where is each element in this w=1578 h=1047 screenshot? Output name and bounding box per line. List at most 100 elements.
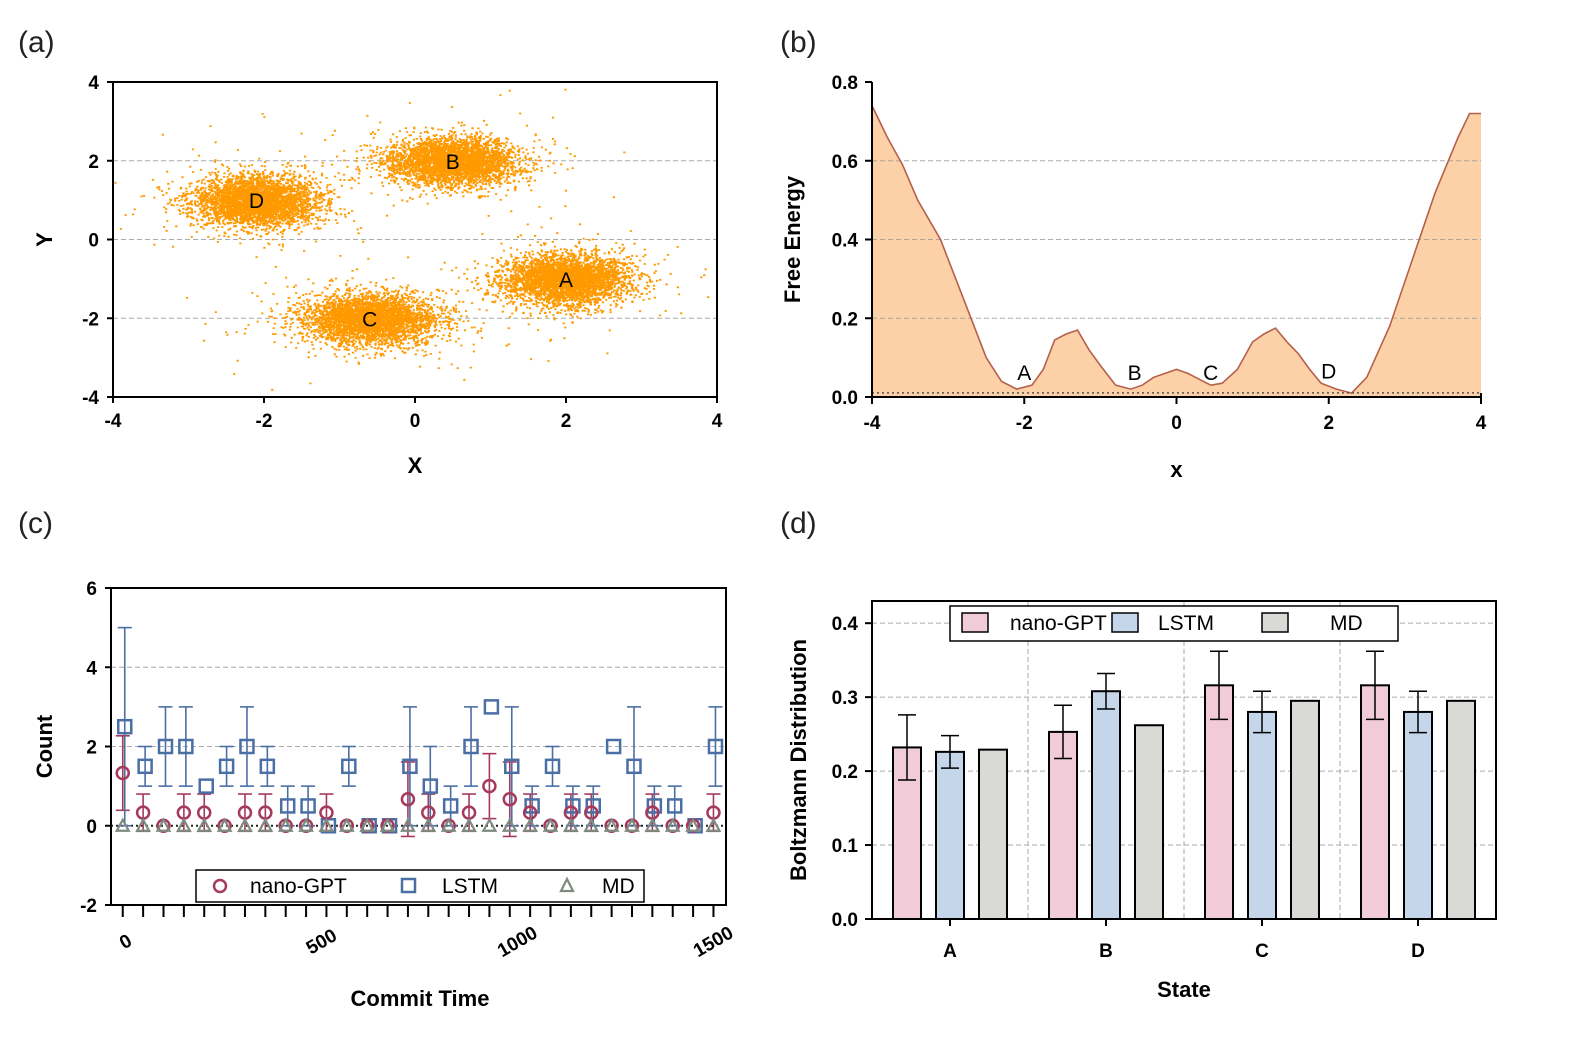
lstm-point-22 [565, 798, 581, 814]
md-point-21 [542, 817, 559, 832]
xtick-label-c-2: 1000 [494, 923, 541, 962]
ytick-label-d-2: 0.2 [832, 762, 858, 783]
scatter-points-a [114, 88, 710, 391]
ytick-label-c-4: 6 [86, 579, 97, 600]
legend-swatch-LSTM [1111, 612, 1139, 633]
lstm-point-7 [259, 758, 276, 775]
panel-label-b: (b) [780, 26, 817, 59]
lstm-point-25 [626, 758, 642, 775]
xtick-label-b-1: -2 [1016, 413, 1033, 434]
bar-LSTM-B [1091, 690, 1121, 921]
md-point-26 [644, 817, 661, 832]
xtick-label-a-2: 0 [410, 411, 421, 432]
x-axis-title-d: State [1157, 977, 1211, 1002]
lstm-point-8 [279, 798, 296, 814]
md-point-16 [440, 817, 457, 832]
legend-c: nano-GPT LSTM MD [195, 869, 645, 903]
nano-gpt-point-18 [482, 778, 497, 794]
md-point-3 [176, 817, 192, 832]
panel-label-c: (c) [18, 507, 53, 540]
legend-label-md: MD [602, 875, 635, 898]
md-point-11 [338, 817, 355, 832]
md-point-20 [522, 817, 538, 832]
legend-label-nano-gpt: nano-GPT [250, 875, 347, 898]
nano-gpt-point-14 [400, 791, 416, 807]
md-point-4 [196, 817, 213, 832]
lstm-point-6 [239, 738, 255, 755]
md-point-22 [563, 817, 579, 832]
lstm-point-18 [483, 699, 500, 715]
md-point-25 [624, 817, 640, 832]
md-point-13 [379, 817, 396, 832]
ytick-label-c-1: 0 [86, 817, 97, 838]
md-point-1 [135, 817, 151, 832]
bar-nano-GPT-B [1048, 730, 1078, 920]
nano-gpt-point-19 [502, 791, 518, 807]
legend-d: nano-GPT LSTM MD [949, 605, 1399, 642]
md-point-17 [461, 817, 477, 832]
y-axis-title-d: Boltzmann Distribution [786, 639, 811, 881]
md-point-24 [603, 817, 620, 832]
lstm-point-0 [117, 718, 133, 735]
lstm-point-2 [157, 738, 174, 755]
category-label-B: B [1099, 941, 1113, 962]
lstm-point-4 [198, 778, 214, 794]
legend-swatch-MD [1261, 612, 1289, 633]
lstm-point-23 [585, 798, 601, 814]
ytick-label-c-0: -2 [80, 896, 97, 917]
panel-label-d: (d) [780, 507, 817, 540]
category-label-C: C [1255, 941, 1269, 962]
y-axis-title-c: Count [32, 714, 57, 778]
lstm-point-1 [137, 758, 153, 775]
x-axis-title-c: Commit Time [351, 986, 490, 1011]
xtick-label-a-4: 4 [712, 411, 723, 432]
md-point-14 [400, 817, 416, 832]
bar-MD-C [1290, 699, 1320, 921]
bar-nano-GPT-D [1360, 684, 1390, 921]
cluster-label-D: D [249, 190, 264, 213]
ytick-label-d-4: 0.4 [832, 614, 859, 635]
legend-marker-nano-gpt [212, 878, 228, 894]
md-point-28 [685, 817, 701, 832]
lstm-point-29 [707, 738, 724, 755]
md-point-10 [318, 817, 335, 832]
bar-MD-A [978, 748, 1008, 920]
md-point-27 [664, 817, 681, 832]
panel-label-a: (a) [18, 26, 55, 59]
bar-LSTM-A [935, 750, 965, 920]
bar-MD-D [1446, 699, 1476, 921]
free-energy-area [872, 105, 1481, 397]
chart-c-count: nano-GPT LSTM MD 0 500 1000 1500 -2 0 2 4 6 Commit T… [32, 579, 737, 1011]
bar-LSTM-C [1247, 710, 1277, 920]
lstm-point-16 [442, 798, 459, 814]
md-point-12 [359, 817, 376, 832]
xtick-label-a-3: 2 [561, 411, 572, 432]
free-energy-line [871, 105, 1481, 394]
xtick-label-c-0: 0 [116, 930, 136, 953]
ytick-label-a-1: -2 [82, 309, 99, 330]
chart-b-free-energy: A B C D -4 -2 0 2 4 0.0 0.2 0.4 0.6 0.8 x Free Energy [780, 73, 1487, 482]
legend-swatch-nano-GPT [961, 612, 989, 633]
lstm-point-19 [504, 758, 520, 775]
xtick-label-b-0: -4 [864, 413, 881, 434]
xtick-label-a-0: -4 [105, 411, 122, 432]
bar-LSTM-D [1403, 710, 1433, 920]
nano-gpt-point-0 [115, 765, 131, 781]
state-label-b-A: A [1017, 362, 1031, 385]
md-point-7 [257, 817, 274, 832]
xtick-label-b-3: 2 [1323, 413, 1334, 434]
md-point-2 [155, 817, 172, 832]
cluster-points-C [185, 256, 550, 391]
ytick-label-b-0: 0.0 [832, 388, 858, 409]
lstm-point-27 [666, 798, 683, 814]
state-label-b-C: C [1203, 362, 1218, 385]
md-point-0 [114, 817, 131, 832]
md-point-29 [705, 817, 722, 832]
cluster-points-D [114, 113, 553, 268]
ytick-label-d-3: 0.3 [832, 688, 858, 709]
md-point-9 [298, 817, 314, 832]
x-axis-title-b: x [1170, 457, 1183, 482]
bar-MD-B [1134, 724, 1164, 921]
legend-label-LSTM: LSTM [1158, 612, 1214, 635]
